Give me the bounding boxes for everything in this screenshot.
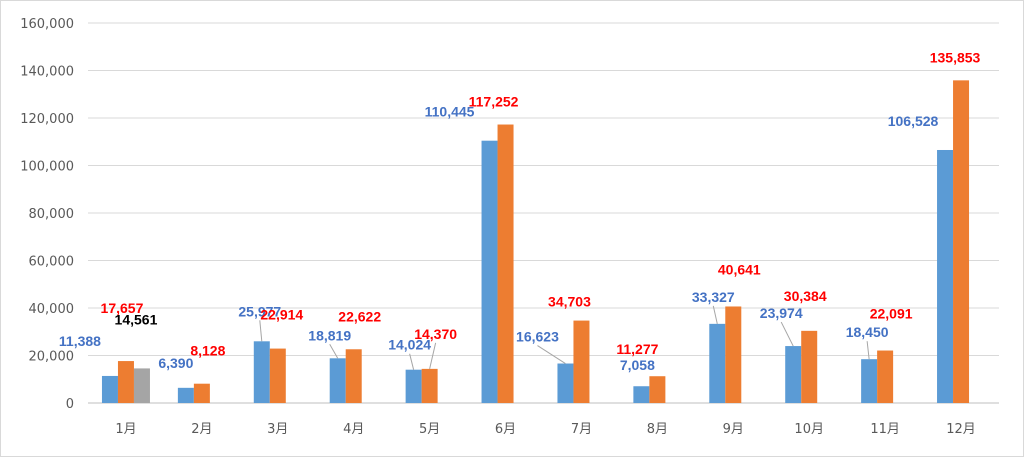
data-label: 110,445 xyxy=(425,104,475,120)
x-tick-label: 2月 xyxy=(191,422,212,437)
bar xyxy=(785,346,802,403)
data-label: 25,977 xyxy=(238,303,281,319)
leader-line xyxy=(712,305,718,324)
leader-line xyxy=(537,345,566,364)
x-tick-label: 5月 xyxy=(419,422,440,437)
data-label: 8,128 xyxy=(190,343,225,359)
bar xyxy=(861,359,878,403)
data-label: 40,641 xyxy=(718,261,761,277)
bar xyxy=(177,387,194,403)
data-label: 14,561 xyxy=(115,311,158,327)
leader-line xyxy=(329,344,339,359)
bar xyxy=(497,124,514,404)
gridlines xyxy=(88,22,999,404)
data-label: 22,091 xyxy=(870,306,913,322)
x-tick-label: 3月 xyxy=(267,422,288,437)
data-label: 34,703 xyxy=(548,294,591,310)
bar xyxy=(269,348,286,403)
x-tick-label: 8月 xyxy=(647,422,668,437)
leader-line xyxy=(429,342,437,369)
bar xyxy=(649,376,666,403)
bar xyxy=(101,375,118,403)
x-tick-label: 11月 xyxy=(870,422,900,437)
bar xyxy=(253,341,270,403)
leader-line xyxy=(259,320,263,342)
data-label: 23,974 xyxy=(760,305,803,321)
y-tick-label: 60,000 xyxy=(29,255,75,270)
data-label: 117,252 xyxy=(469,94,519,110)
data-label: 18,450 xyxy=(846,324,889,340)
y-tick-label: 120,000 xyxy=(20,112,74,127)
bar xyxy=(329,358,346,403)
y-tick-label: 40,000 xyxy=(29,302,75,317)
data-label: 14,024 xyxy=(388,337,431,353)
data-label: 11,277 xyxy=(616,341,658,357)
data-label: 11,388 xyxy=(59,333,101,349)
x-axis-categories: 1月 2月 3月 4月 5月 6月 7月 8月 9月 10月 11月 12月 xyxy=(115,422,975,437)
bar xyxy=(421,368,438,403)
bar xyxy=(953,80,970,404)
data-label: 106,528 xyxy=(888,113,939,129)
bar xyxy=(405,369,422,403)
bar xyxy=(193,383,210,403)
y-tick-label: 100,000 xyxy=(20,160,74,175)
bar xyxy=(937,149,954,403)
x-tick-label: 9月 xyxy=(723,422,744,437)
bar xyxy=(801,330,818,403)
x-tick-label: 12月 xyxy=(946,422,976,437)
bar xyxy=(573,320,590,403)
bar xyxy=(633,386,650,403)
data-label: 33,327 xyxy=(692,289,735,305)
bar xyxy=(481,140,498,404)
leader-line xyxy=(866,341,870,360)
bar xyxy=(117,361,134,403)
data-label: 18,819 xyxy=(308,327,351,343)
x-tick-label: 1月 xyxy=(115,422,136,437)
data-labels: 11,388 6,390 25,977 18,819 14,024 110,445 16,6… xyxy=(59,49,981,373)
y-tick-label: 80,000 xyxy=(29,207,75,222)
data-label: 6,390 xyxy=(158,355,193,371)
data-label: 22,914 xyxy=(260,307,303,323)
y-tick-label: 0 xyxy=(66,397,74,412)
x-tick-label: 6月 xyxy=(495,422,516,437)
bar xyxy=(345,349,362,403)
leader-lines xyxy=(259,305,870,370)
data-label: 16,623 xyxy=(516,329,559,345)
leader-line xyxy=(780,321,794,347)
y-tick-label: 140,000 xyxy=(20,65,74,80)
y-axis-ticks: 0 20,000 40,000 60,000 80,000 100,000 120,000 1… xyxy=(20,17,74,412)
y-tick-label: 20,000 xyxy=(29,350,75,365)
leader-line xyxy=(409,353,415,370)
data-label: 22,622 xyxy=(338,308,381,324)
bar xyxy=(725,306,742,403)
bar xyxy=(877,350,894,403)
data-label: 7,058 xyxy=(620,357,655,373)
x-tick-label: 7月 xyxy=(571,422,592,437)
bar xyxy=(709,323,726,403)
x-tick-label: 4月 xyxy=(343,422,364,437)
data-label: 135,853 xyxy=(930,49,981,65)
data-label: 30,384 xyxy=(784,288,827,304)
y-tick-label: 160,000 xyxy=(20,17,74,32)
bar xyxy=(557,363,574,403)
x-tick-label: 10月 xyxy=(794,422,824,437)
bars xyxy=(101,80,970,404)
bar xyxy=(133,368,150,403)
data-label: 17,657 xyxy=(101,300,144,316)
data-label: 14,370 xyxy=(414,326,457,342)
